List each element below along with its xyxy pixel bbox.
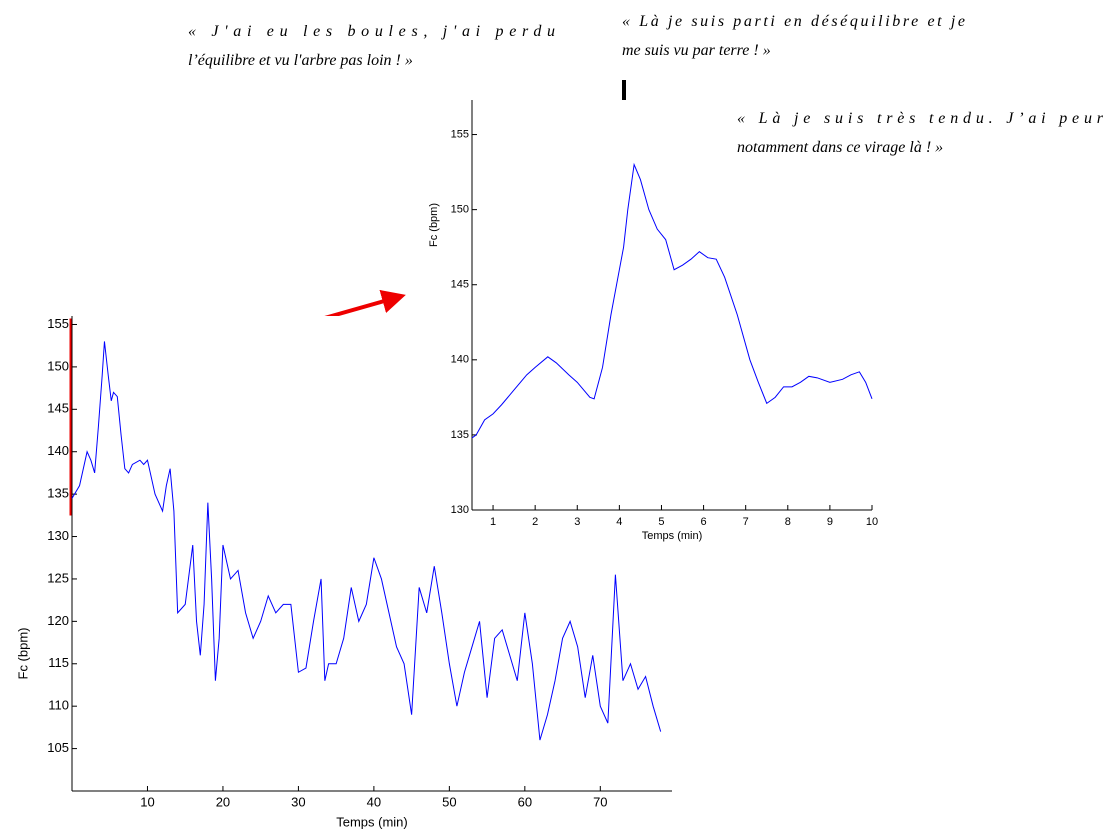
data-line — [71, 341, 662, 741]
y-tick-label: 140 — [451, 354, 469, 366]
x-tick-label: 60 — [518, 794, 532, 809]
y-tick-label: 155 — [451, 128, 469, 140]
y-tick-label: 115 — [48, 655, 69, 670]
y-tick-label: 145 — [47, 401, 69, 416]
y-tick-label: 140 — [47, 443, 69, 458]
x-tick-label: 70 — [593, 794, 607, 809]
x-tick-label: 10 — [140, 794, 154, 809]
y-tick-label: 150 — [47, 358, 69, 373]
chart: 130 135 140 145 150 155 1 2 3 4 5 6 7 8 9 10 Temps (min)… — [428, 100, 878, 542]
y-tick-label: 110 — [48, 698, 69, 713]
x-axis-label: Temps (min) — [336, 814, 408, 829]
x-tick-label: 2 — [532, 516, 538, 528]
y-tick-label: 130 — [47, 528, 69, 543]
x-tick-label: 10 — [866, 516, 878, 528]
y-tick-label: 130 — [451, 504, 469, 516]
y-tick-label: 105 — [47, 740, 69, 755]
x-tick-label: 20 — [216, 794, 230, 809]
x-tick-label: 7 — [743, 516, 749, 528]
y-axis-label: Fc (bpm) — [15, 628, 30, 680]
y-tick-label: 135 — [451, 429, 469, 441]
x-tick-label: 3 — [574, 516, 580, 528]
y-tick-label: 135 — [47, 486, 69, 501]
y-tick-label: 125 — [47, 570, 69, 585]
x-tick-label: 8 — [785, 516, 791, 528]
x-tick-label: 1 — [490, 516, 496, 528]
plot-area — [472, 100, 872, 510]
annotation: « Là je suis très tendu. J’ai peur — [737, 110, 1104, 127]
x-tick-label: 5 — [658, 516, 664, 528]
x-tick-label: 6 — [701, 516, 707, 528]
x-tick-label: 30 — [291, 794, 305, 809]
x-tick-label: 40 — [367, 794, 381, 809]
x-tick-label: 4 — [616, 516, 622, 528]
y-tick-label: 155 — [47, 316, 69, 331]
y-tick-label: 145 — [451, 279, 469, 291]
annotation: notamment dans ce virage là ! » — [737, 139, 943, 156]
y-tick-label: 120 — [47, 613, 69, 628]
y-axis-label: Fc (bpm) — [428, 203, 440, 247]
annotation: l’équilibre et vu l'arbre pas loin ! » — [188, 52, 413, 69]
x-tick-label: 9 — [827, 516, 833, 528]
x-axis-label: Temps (min) — [642, 530, 703, 542]
annotation: me suis vu par terre ! » — [622, 42, 771, 59]
x-tick-label: 50 — [442, 794, 456, 809]
annotation: « Là je suis parti en déséquilibre et je — [622, 13, 965, 30]
data-line — [471, 162, 873, 439]
y-tick-label: 150 — [451, 204, 469, 216]
annotation: « J'ai eu les boules, j'ai perdu — [188, 23, 555, 40]
